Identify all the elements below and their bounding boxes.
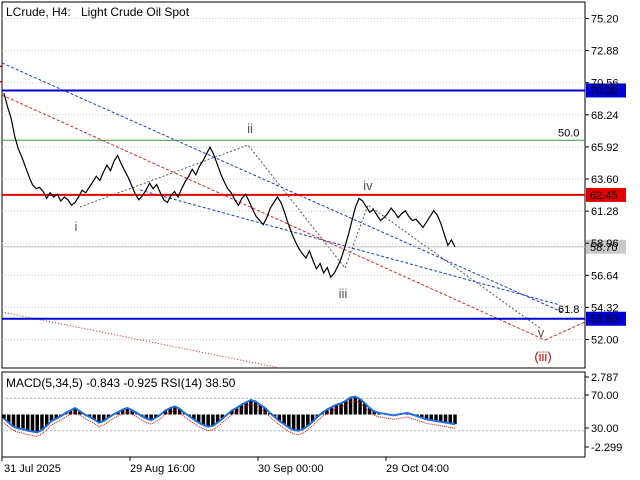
wave-path [79, 144, 541, 329]
horizontal-levels: 70.00 62.45 53.50 50.0 61.8 58.70 [2, 83, 626, 326]
y-tick-label: 63.60 [591, 174, 619, 186]
wave-label-minor: iv [363, 178, 373, 193]
wave-label-minor: v [538, 325, 545, 340]
wave-label-minor: ii [247, 121, 253, 136]
wave-label-arc [0, 65, 3, 83]
chart-instrument-name: Light Crude Oil Spot [81, 5, 190, 19]
y-tick-label: 75.20 [591, 14, 619, 26]
fib-label: 50.0 [558, 127, 579, 139]
chart-symbol: LCrude, H4: [6, 5, 71, 19]
x-tick-label: 31 Jul 2025 [4, 463, 61, 475]
main-grid [2, 18, 585, 340]
level-price-label: 53.50 [590, 314, 618, 326]
level-price-tag [586, 83, 626, 98]
wave-label-minor: iii [339, 286, 348, 301]
last-price-label: 58.70 [590, 242, 618, 254]
red-channel-line [1, 94, 546, 341]
wave-label-minor: i [75, 219, 78, 234]
x-tick-label: 29 Aug 16:00 [130, 463, 195, 475]
indicator-tick-label: 2.787 [591, 372, 619, 384]
time-axis: 31 Jul 2025 29 Aug 16:00 30 Sep 00:00 29 Oc… [1, 457, 449, 475]
last-price-tag [586, 239, 626, 254]
price-axis: 75.20 72.88 70.56 68.24 65.92 63.60 61.28 58.96… [585, 14, 619, 347]
price-line [3, 93, 456, 279]
y-tick-label: 52.00 [591, 335, 619, 347]
y-tick-label: 56.64 [591, 270, 619, 282]
channel-lines [1, 62, 586, 369]
main-plot-frame [1, 1, 586, 369]
red-channel-line [544, 321, 586, 341]
fib-label: 61.8 [558, 304, 579, 316]
y-tick-label: 58.96 [591, 238, 619, 250]
y-tick-label: 68.24 [591, 110, 619, 122]
level-price-tag [586, 187, 626, 202]
rsi-line [3, 395, 456, 434]
wave-label-major: (iii) [534, 349, 551, 364]
x-tick-label: 29 Oct 04:00 [386, 463, 449, 475]
indicator-plot-frame [1, 371, 586, 458]
y-tick-label: 70.56 [591, 78, 619, 90]
level-price-tag [586, 311, 626, 326]
y-tick-label: 72.88 [591, 46, 619, 58]
price-series [3, 93, 456, 279]
level-price-label: 70.00 [590, 85, 618, 97]
y-tick-label: 61.28 [591, 206, 619, 218]
indicator-header: MACD(5,34,5) -0.843 -0.925 RSI(14) 38.50 [6, 376, 236, 390]
indicator-pane: 2.787 70.00 30.00 -2.299 [2, 372, 622, 454]
y-tick-label: 65.92 [591, 142, 619, 154]
indicator-tick-label: -2.299 [591, 442, 622, 454]
lower-channel-line [139, 189, 561, 306]
macd-signal-line [3, 400, 456, 437]
level-price-label: 62.45 [590, 190, 618, 202]
indicator-tick-label: 70.00 [591, 390, 619, 402]
x-tick-label: 30 Sep 00:00 [258, 463, 323, 475]
red-lower-line [1, 311, 281, 369]
y-tick-label: 54.32 [591, 302, 619, 314]
indicator-tick-label: 30.00 [591, 423, 619, 435]
